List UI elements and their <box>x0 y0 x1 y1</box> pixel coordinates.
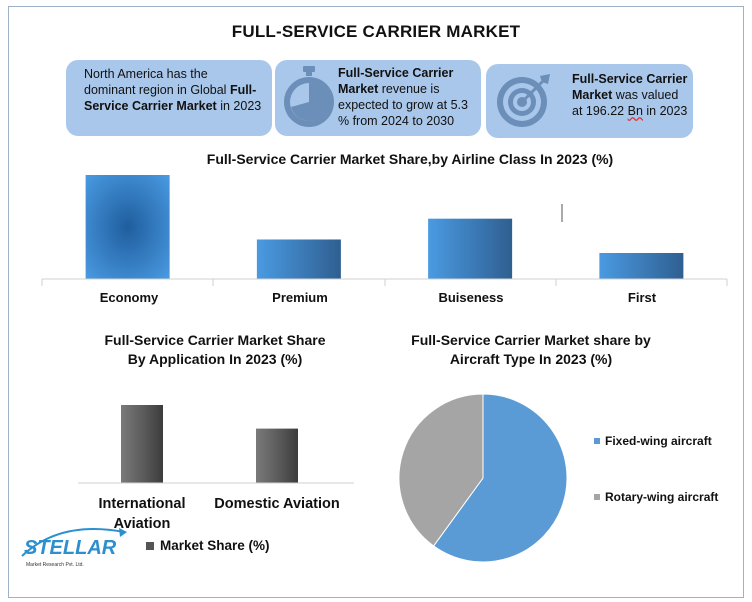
pie-slice-fixed-wing-aircraft <box>432 393 568 563</box>
card-text: was valued at 196.22 <box>572 88 679 118</box>
legend-fixed-wing: Fixed-wing aircraft <box>594 434 712 448</box>
legend-rotary-wing: Rotary-wing aircraft <box>594 490 718 504</box>
chart-title-line: Full-Service Carrier Market share by <box>411 332 651 348</box>
legend-swatch <box>146 541 154 550</box>
card-text: Bn <box>627 104 643 118</box>
pie-chart-aircraft-type <box>398 393 568 563</box>
chart-title-airline-class: Full-Service Carrier Market Share,by Air… <box>206 151 614 167</box>
legend-swatch <box>594 438 600 444</box>
bar-chart-application <box>78 405 354 484</box>
card-text: North America has the dominant region in… <box>84 67 230 97</box>
card-text: revenue is expected to grow at 5.3 % fro… <box>338 82 468 128</box>
x-tick-label-line: Aviation <box>113 516 171 532</box>
logo-subtitle: Market Research Pvt. Ltd. <box>26 562 84 568</box>
chart-title-aircraft-type: Full-Service Carrier Market share by Air… <box>396 331 666 369</box>
info-card-value: Full-Service Carrier Market was valued a… <box>486 64 693 138</box>
x-tick-label: Economy <box>99 290 159 305</box>
pie-slice-rotary-wing-aircraft <box>398 393 484 547</box>
x-tick-label: First <box>627 290 657 305</box>
logo-name: STELLAR <box>24 537 117 559</box>
stellar-logo: STELLAR Market Research Pvt. Ltd. <box>20 526 130 572</box>
legend-label: Fixed-wing aircraft <box>605 434 712 448</box>
bar-chart-airline-class <box>41 175 728 286</box>
info-card-growth: Full-Service Carrier Market revenue is e… <box>275 60 481 136</box>
bar-premium <box>256 239 341 279</box>
x-tick-label: Premium <box>272 290 328 305</box>
chart-title-line: Aircraft Type In 2023 (%) <box>449 351 613 367</box>
legend-label: Market Share (%) <box>160 538 270 553</box>
bar-first <box>599 253 684 279</box>
stopwatch-icon <box>284 66 334 127</box>
legend-label: Rotary-wing aircraft <box>605 490 719 504</box>
x-tick-label: Domestic Aviation <box>214 496 340 512</box>
card-text-bold: Full-Service Carrier Market <box>572 72 688 102</box>
chart-title-line: By Application In 2023 (%) <box>127 351 303 367</box>
chart-title-application: Full-Service Carrier Market Share By App… <box>80 331 350 369</box>
bar-international-aviation <box>121 405 163 483</box>
legend-market-share: Market Share (%) <box>146 538 270 553</box>
bar-economy <box>85 175 170 279</box>
card-text: in 2023 <box>216 99 262 113</box>
card-text-bold: Full-Service Carrier Market <box>338 66 454 96</box>
card-text-bold: Full-Service Carrier Market <box>84 83 257 113</box>
x-tick-label-line: International <box>98 496 186 512</box>
info-card-region: North America has the dominant region in… <box>66 60 272 136</box>
chart-title-line: Full-Service Carrier Market Share <box>104 332 326 348</box>
x-tick-label: International Aviation <box>86 494 198 534</box>
card-text: in 2023 <box>642 104 688 118</box>
bar-domestic-aviation <box>256 428 298 483</box>
bar-buiseness <box>428 218 513 279</box>
x-tick-label: Buiseness <box>438 290 504 305</box>
legend-swatch <box>594 494 600 500</box>
logo-mark: STELLAR Market Research Pvt. Ltd. <box>21 528 127 568</box>
page-title: FULL-SERVICE CARRIER MARKET <box>231 22 521 41</box>
target-icon <box>497 74 550 127</box>
